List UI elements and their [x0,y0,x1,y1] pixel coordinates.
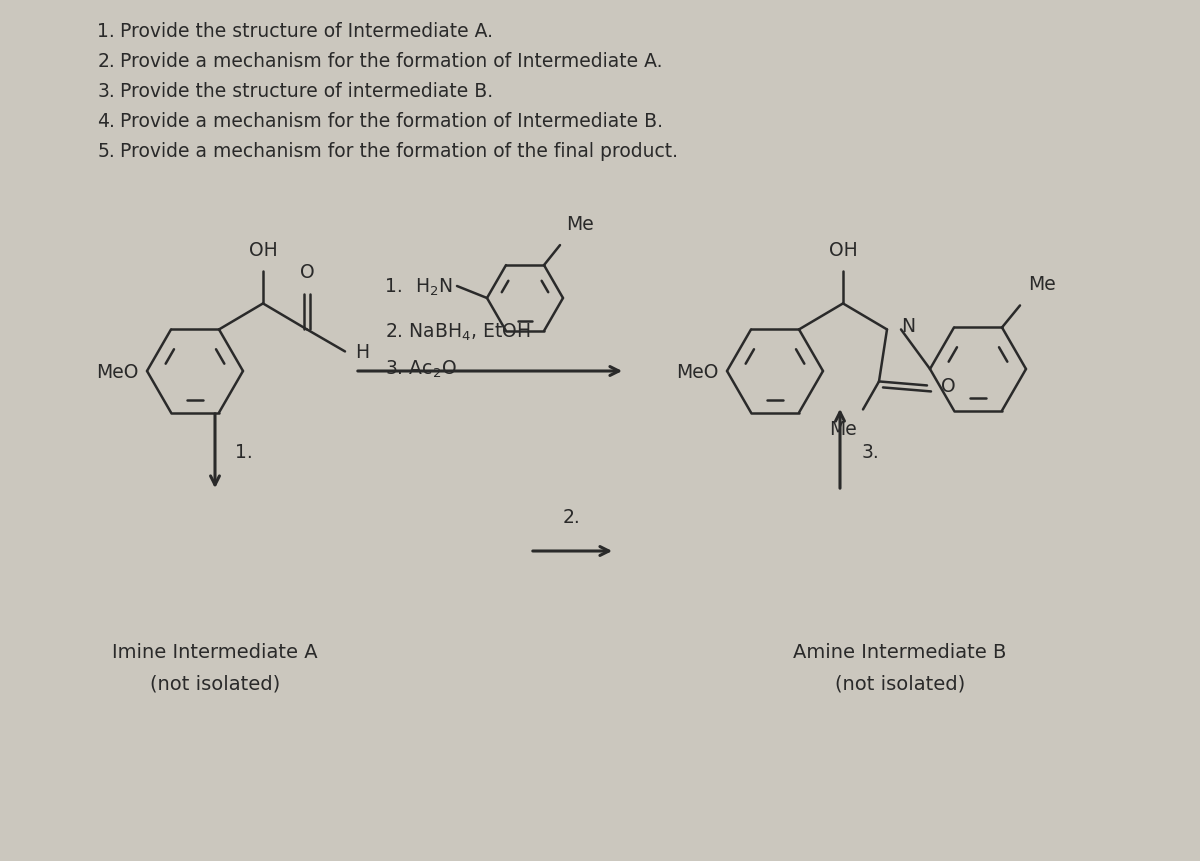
Text: 4.: 4. [97,112,115,131]
Text: H$_2$N: H$_2$N [415,276,452,297]
Text: Provide a mechanism for the formation of Intermediate B.: Provide a mechanism for the formation of… [120,112,662,131]
Text: MeO: MeO [97,362,139,381]
Text: Me: Me [1028,276,1056,294]
Text: Provide a mechanism for the formation of Intermediate A.: Provide a mechanism for the formation of… [120,52,662,71]
Text: Provide the structure of Intermediate A.: Provide the structure of Intermediate A. [120,22,493,41]
Text: 1.: 1. [97,22,115,41]
Text: 1.: 1. [385,277,403,296]
Text: 3. Ac$_2$O: 3. Ac$_2$O [385,358,457,379]
Text: (not isolated): (not isolated) [835,673,965,693]
Text: Provide the structure of intermediate B.: Provide the structure of intermediate B. [120,82,493,101]
Text: Imine Intermediate A: Imine Intermediate A [112,641,318,660]
Text: Provide a mechanism for the formation of the final product.: Provide a mechanism for the formation of… [120,142,678,161]
Text: Amine Intermediate B: Amine Intermediate B [793,641,1007,660]
Text: (not isolated): (not isolated) [150,673,280,693]
Text: 1.: 1. [235,442,253,461]
Text: 2.: 2. [563,507,581,526]
Text: 2.: 2. [97,52,115,71]
Text: 2. NaBH$_4$, EtOH: 2. NaBH$_4$, EtOH [385,321,530,343]
Text: Me: Me [829,420,857,439]
Text: OH: OH [829,241,857,260]
Text: OH: OH [248,241,277,260]
Text: O: O [300,263,314,282]
Text: O: O [941,376,955,395]
Text: 5.: 5. [97,142,115,161]
Text: N: N [901,317,916,336]
Text: H: H [355,343,370,362]
Text: Me: Me [566,215,594,234]
Text: 3.: 3. [862,442,880,461]
Text: 3.: 3. [97,82,115,101]
Text: MeO: MeO [677,362,719,381]
